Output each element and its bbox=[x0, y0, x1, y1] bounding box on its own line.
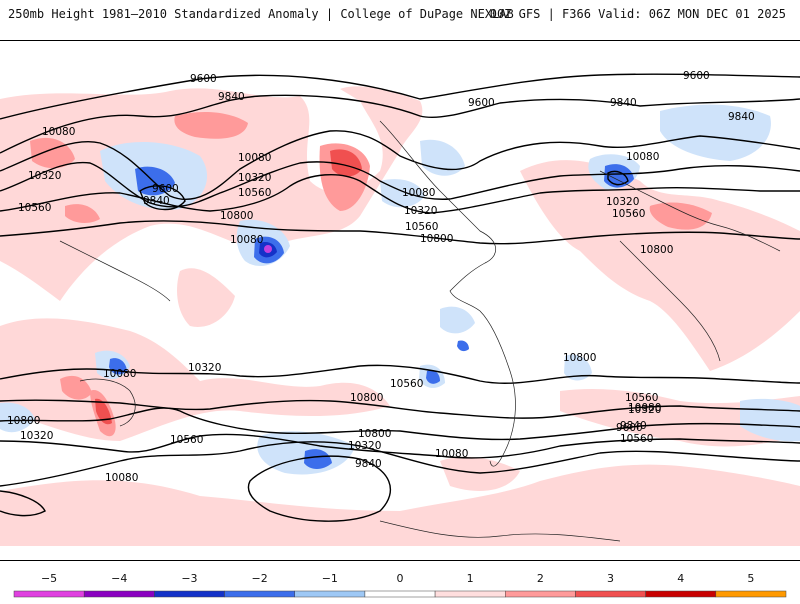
colorbar-swatches bbox=[13, 590, 787, 598]
contour-label-43: 10080 bbox=[230, 234, 263, 246]
contour-label-27: 10560 bbox=[390, 378, 423, 390]
contour-label-32: 10800 bbox=[358, 428, 391, 440]
colorbar-tick-label: 3 bbox=[607, 572, 614, 585]
anomaly-map: 9600 9840 10080 10320 10560 10800 9600 9… bbox=[0, 41, 800, 560]
extreme-anomaly-center bbox=[264, 245, 272, 253]
colorbar-svg: −5 −4 −3 −2 −1 0 1 2 3 4 5 bbox=[13, 572, 787, 598]
colorbar-ticks: −5 −4 −3 −2 −1 0 1 2 3 4 5 bbox=[41, 572, 754, 585]
contour-label-21: 10560 bbox=[612, 208, 645, 220]
contour-label-29: 10560 bbox=[625, 392, 658, 404]
contour-label-3: 10080 bbox=[42, 126, 75, 138]
contour-label-23: 9600 bbox=[683, 70, 710, 82]
contour-label-12: 10800 bbox=[420, 233, 453, 245]
contour-label-8: 9840 bbox=[143, 195, 170, 207]
map-title: 250mb Height 1981–2010 Standardized Anom… bbox=[8, 7, 514, 21]
colorbar-tick-label: −4 bbox=[111, 572, 127, 585]
contour-label-1: 9600 bbox=[190, 73, 217, 85]
contour-label-35: 9840 bbox=[355, 458, 382, 470]
colorbar-swatch bbox=[224, 590, 295, 598]
contour-label-20: 10320 bbox=[606, 196, 639, 208]
contour-label-9: 10080 bbox=[238, 152, 271, 164]
header: 250mb Height 1981–2010 Standardized Anom… bbox=[0, 0, 800, 30]
contour-label-15: 10080 bbox=[402, 187, 435, 199]
contour-label-19: 10080 bbox=[626, 151, 659, 163]
colorbar-swatch bbox=[645, 590, 717, 598]
contour-label-17: 10560 bbox=[405, 221, 438, 233]
contour-labels: 9600 9840 10080 10320 10560 10800 9600 9… bbox=[7, 70, 755, 484]
contour-label-2: 9840 bbox=[218, 91, 245, 103]
colorbar-tick-label: 0 bbox=[397, 572, 404, 585]
contour-label-10: 10320 bbox=[238, 172, 271, 184]
contour-label-22: 10800 bbox=[563, 352, 596, 364]
positive-anomaly-strong bbox=[95, 149, 362, 425]
anomaly-colorbar: −5 −4 −3 −2 −1 0 1 2 3 4 5 bbox=[0, 568, 800, 600]
contour-label-42: 9840 bbox=[620, 420, 647, 432]
colorbar-tick-label: 5 bbox=[747, 572, 754, 585]
contour-label-39: 10560 bbox=[620, 433, 653, 445]
colorbar-swatch bbox=[294, 590, 366, 598]
colorbar-swatch bbox=[13, 590, 85, 598]
contour-label-6: 10800 bbox=[220, 210, 253, 222]
contour-label-36: 9600 bbox=[616, 422, 643, 434]
contour-label-41: 10320 bbox=[20, 430, 53, 442]
contour-label-24: 9840 bbox=[728, 111, 755, 123]
colorbar-tick-label: −5 bbox=[41, 572, 57, 585]
colorbar-swatch bbox=[154, 590, 225, 598]
run-info: 00Z GFS | F366 Valid: 06Z MON DEC 01 202… bbox=[489, 7, 786, 21]
contour-label-30: 10800 bbox=[7, 415, 40, 427]
colorbar-tick-label: −2 bbox=[252, 572, 268, 585]
contour-label-37: 10080 bbox=[628, 402, 661, 414]
colorbar-tick-label: 4 bbox=[677, 572, 684, 585]
contour-label-4: 10320 bbox=[28, 170, 61, 182]
contour-label-31: 10560 bbox=[170, 434, 203, 446]
colorbar-swatch bbox=[83, 590, 155, 598]
colorbar-swatch bbox=[364, 590, 436, 598]
colorbar-swatch bbox=[505, 590, 576, 598]
colorbar-swatch bbox=[434, 590, 506, 598]
contour-label-13: 9600 bbox=[468, 97, 495, 109]
contour-label-40: 10080 bbox=[105, 472, 138, 484]
contour-label-7: 9600 bbox=[152, 183, 179, 195]
map-panel: 9600 9840 10080 10320 10560 10800 9600 9… bbox=[0, 40, 800, 561]
colorbar-swatch bbox=[575, 590, 646, 598]
contour-label-5: 10560 bbox=[18, 202, 51, 214]
contour-label-34: 10320 bbox=[348, 440, 381, 452]
contour-label-16: 10320 bbox=[404, 205, 437, 217]
colorbar-swatch bbox=[715, 590, 787, 598]
height-contours bbox=[0, 73, 800, 522]
colorbar-tick-label: 2 bbox=[537, 572, 544, 585]
positive-anomaly-light bbox=[0, 86, 800, 546]
contour-label-28: 10800 bbox=[350, 392, 383, 404]
contour-label-11: 10560 bbox=[238, 187, 271, 199]
negative-anomaly-strong bbox=[259, 242, 277, 258]
contour-label-14: 9840 bbox=[610, 97, 637, 109]
colorbar-tick-label: 1 bbox=[467, 572, 474, 585]
contour-label-38: 10320 bbox=[628, 404, 661, 416]
coastlines bbox=[59, 120, 781, 542]
contour-label-18: 10800 bbox=[640, 244, 673, 256]
contour-label-25: 10080 bbox=[103, 368, 136, 380]
colorbar-tick-label: −1 bbox=[322, 572, 338, 585]
contour-label-26: 10320 bbox=[188, 362, 221, 374]
contour-label-33: 10080 bbox=[435, 448, 468, 460]
colorbar-tick-label: −3 bbox=[181, 572, 197, 585]
